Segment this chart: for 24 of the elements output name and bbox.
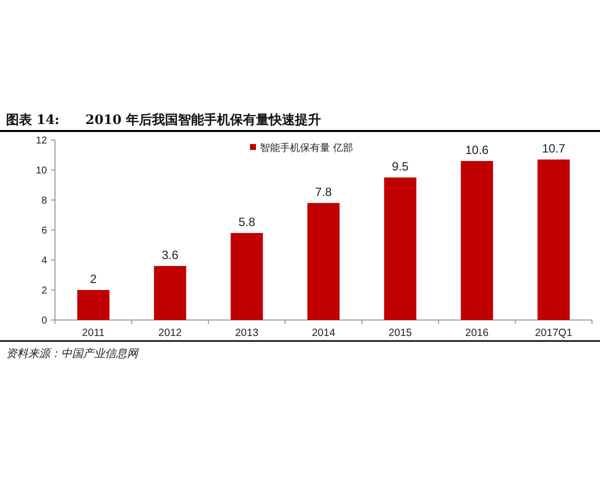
x-tick-label: 2011 [82,327,105,339]
text: 资料来源：中国产业信息网 [6,347,139,360]
title: 图表 14: 2010 年后我国智能手机保有量快速提升 [6,113,322,128]
y-tick-label: 2 [41,286,48,296]
x-tick-label: 2014 [312,327,336,339]
x-tick-label: 2013 [235,327,259,339]
data-label: 7.8 [315,185,332,199]
x-tick-label: 2012 [158,327,182,339]
y-tick-label: 6 [41,226,48,236]
data-label: 10.6 [465,143,489,157]
x-tick-label: 2017Q1 [534,327,572,339]
y-tick-label: 4 [41,256,48,266]
y-tick-label: 10 [36,166,48,176]
data-label: 2 [90,272,98,286]
legend-label: 智能手机保有量 亿部 [260,142,354,154]
y-tick-label: 8 [41,196,48,206]
data-label: 10.7 [542,142,566,156]
y-tick-label: 0 [41,316,48,326]
data-label: 5.8 [238,215,256,229]
x-tick-label: 2015 [388,327,412,339]
y-tick-label: 12 [36,136,48,146]
data-label: 3.6 [162,248,179,262]
data-label: 9.5 [392,160,409,174]
x-tick-label: 2016 [465,327,489,339]
